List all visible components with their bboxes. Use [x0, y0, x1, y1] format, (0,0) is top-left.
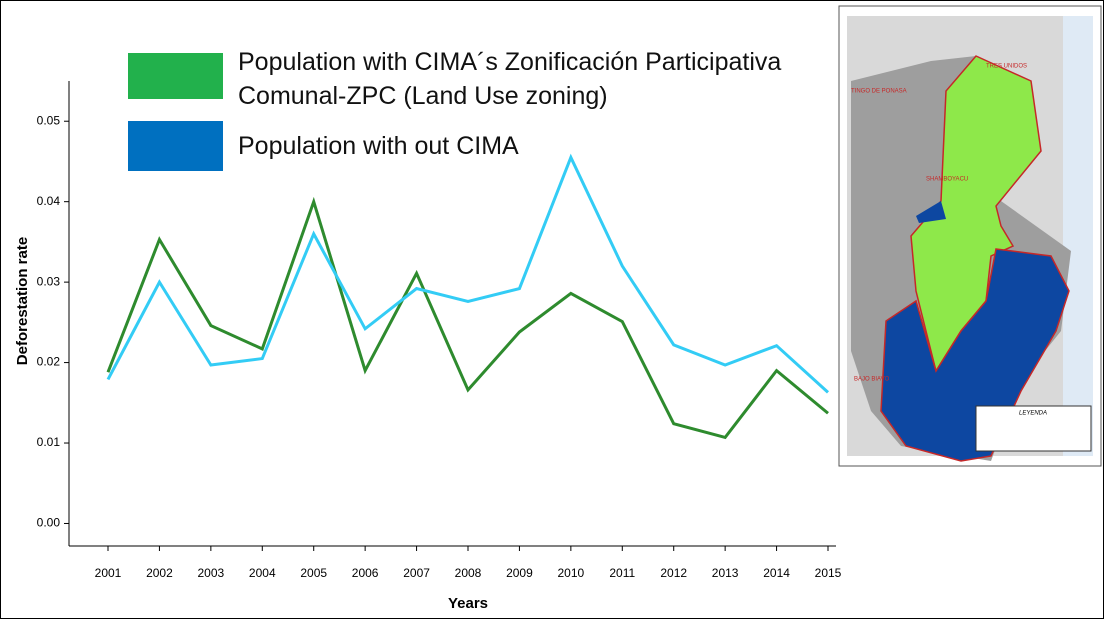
- legend-swatch: [128, 121, 223, 171]
- legend-entry: Population with CIMA´s Zonificación Part…: [238, 48, 782, 110]
- y-tick-label: 0.01: [37, 435, 61, 449]
- x-tick-label: 2007: [403, 566, 430, 580]
- x-tick-label: 2002: [146, 566, 173, 580]
- series-line: [106, 153, 830, 394]
- map-no-cima: [880, 248, 1070, 462]
- map-label: BAJO BIAVO: [854, 377, 890, 383]
- x-tick-label: 2004: [249, 566, 276, 580]
- y-tick-label: 0.04: [37, 194, 61, 208]
- map-park: [1063, 16, 1093, 456]
- map-label: SHAMBOYACU: [926, 177, 968, 183]
- x-tick-label: 2006: [352, 566, 379, 580]
- map-legend: [975, 405, 1092, 452]
- series-line: [106, 196, 829, 440]
- x-tick-label: 2003: [198, 566, 225, 580]
- y-axis-label: Deforestation rate: [14, 237, 31, 365]
- map-label: LEYENDA: [1019, 411, 1047, 417]
- map: LEYENDA TRES UNIDOS TINGO DE PONASA SHAM…: [838, 5, 1102, 467]
- x-tick-label: 2011: [609, 566, 635, 580]
- x-tick-label: 2014: [763, 566, 790, 580]
- y-tick-label: 0.00: [37, 516, 61, 530]
- legend-entry: Population with out CIMA: [238, 132, 519, 160]
- map-no-cima: [916, 201, 946, 223]
- y-tick-label: 0.02: [37, 355, 61, 369]
- x-tick-label: 2005: [300, 566, 327, 580]
- x-tick-label: 2012: [660, 566, 687, 580]
- legend-swatch: [128, 53, 223, 99]
- x-tick-label: 2009: [506, 566, 533, 580]
- x-axis-label: Years: [448, 595, 488, 612]
- y-tick-label: 0.05: [37, 113, 61, 127]
- map-label: TINGO DE PONASA: [851, 89, 907, 95]
- x-tick-label: 2013: [712, 566, 739, 580]
- map-label: TRES UNIDOS: [986, 64, 1027, 70]
- x-tick-label: 2010: [558, 566, 585, 580]
- y-tick-label: 0.03: [37, 274, 61, 288]
- x-tick-label: 2008: [455, 566, 482, 580]
- x-tick-label: 2015: [815, 566, 842, 580]
- x-tick-label: 2001: [95, 566, 122, 580]
